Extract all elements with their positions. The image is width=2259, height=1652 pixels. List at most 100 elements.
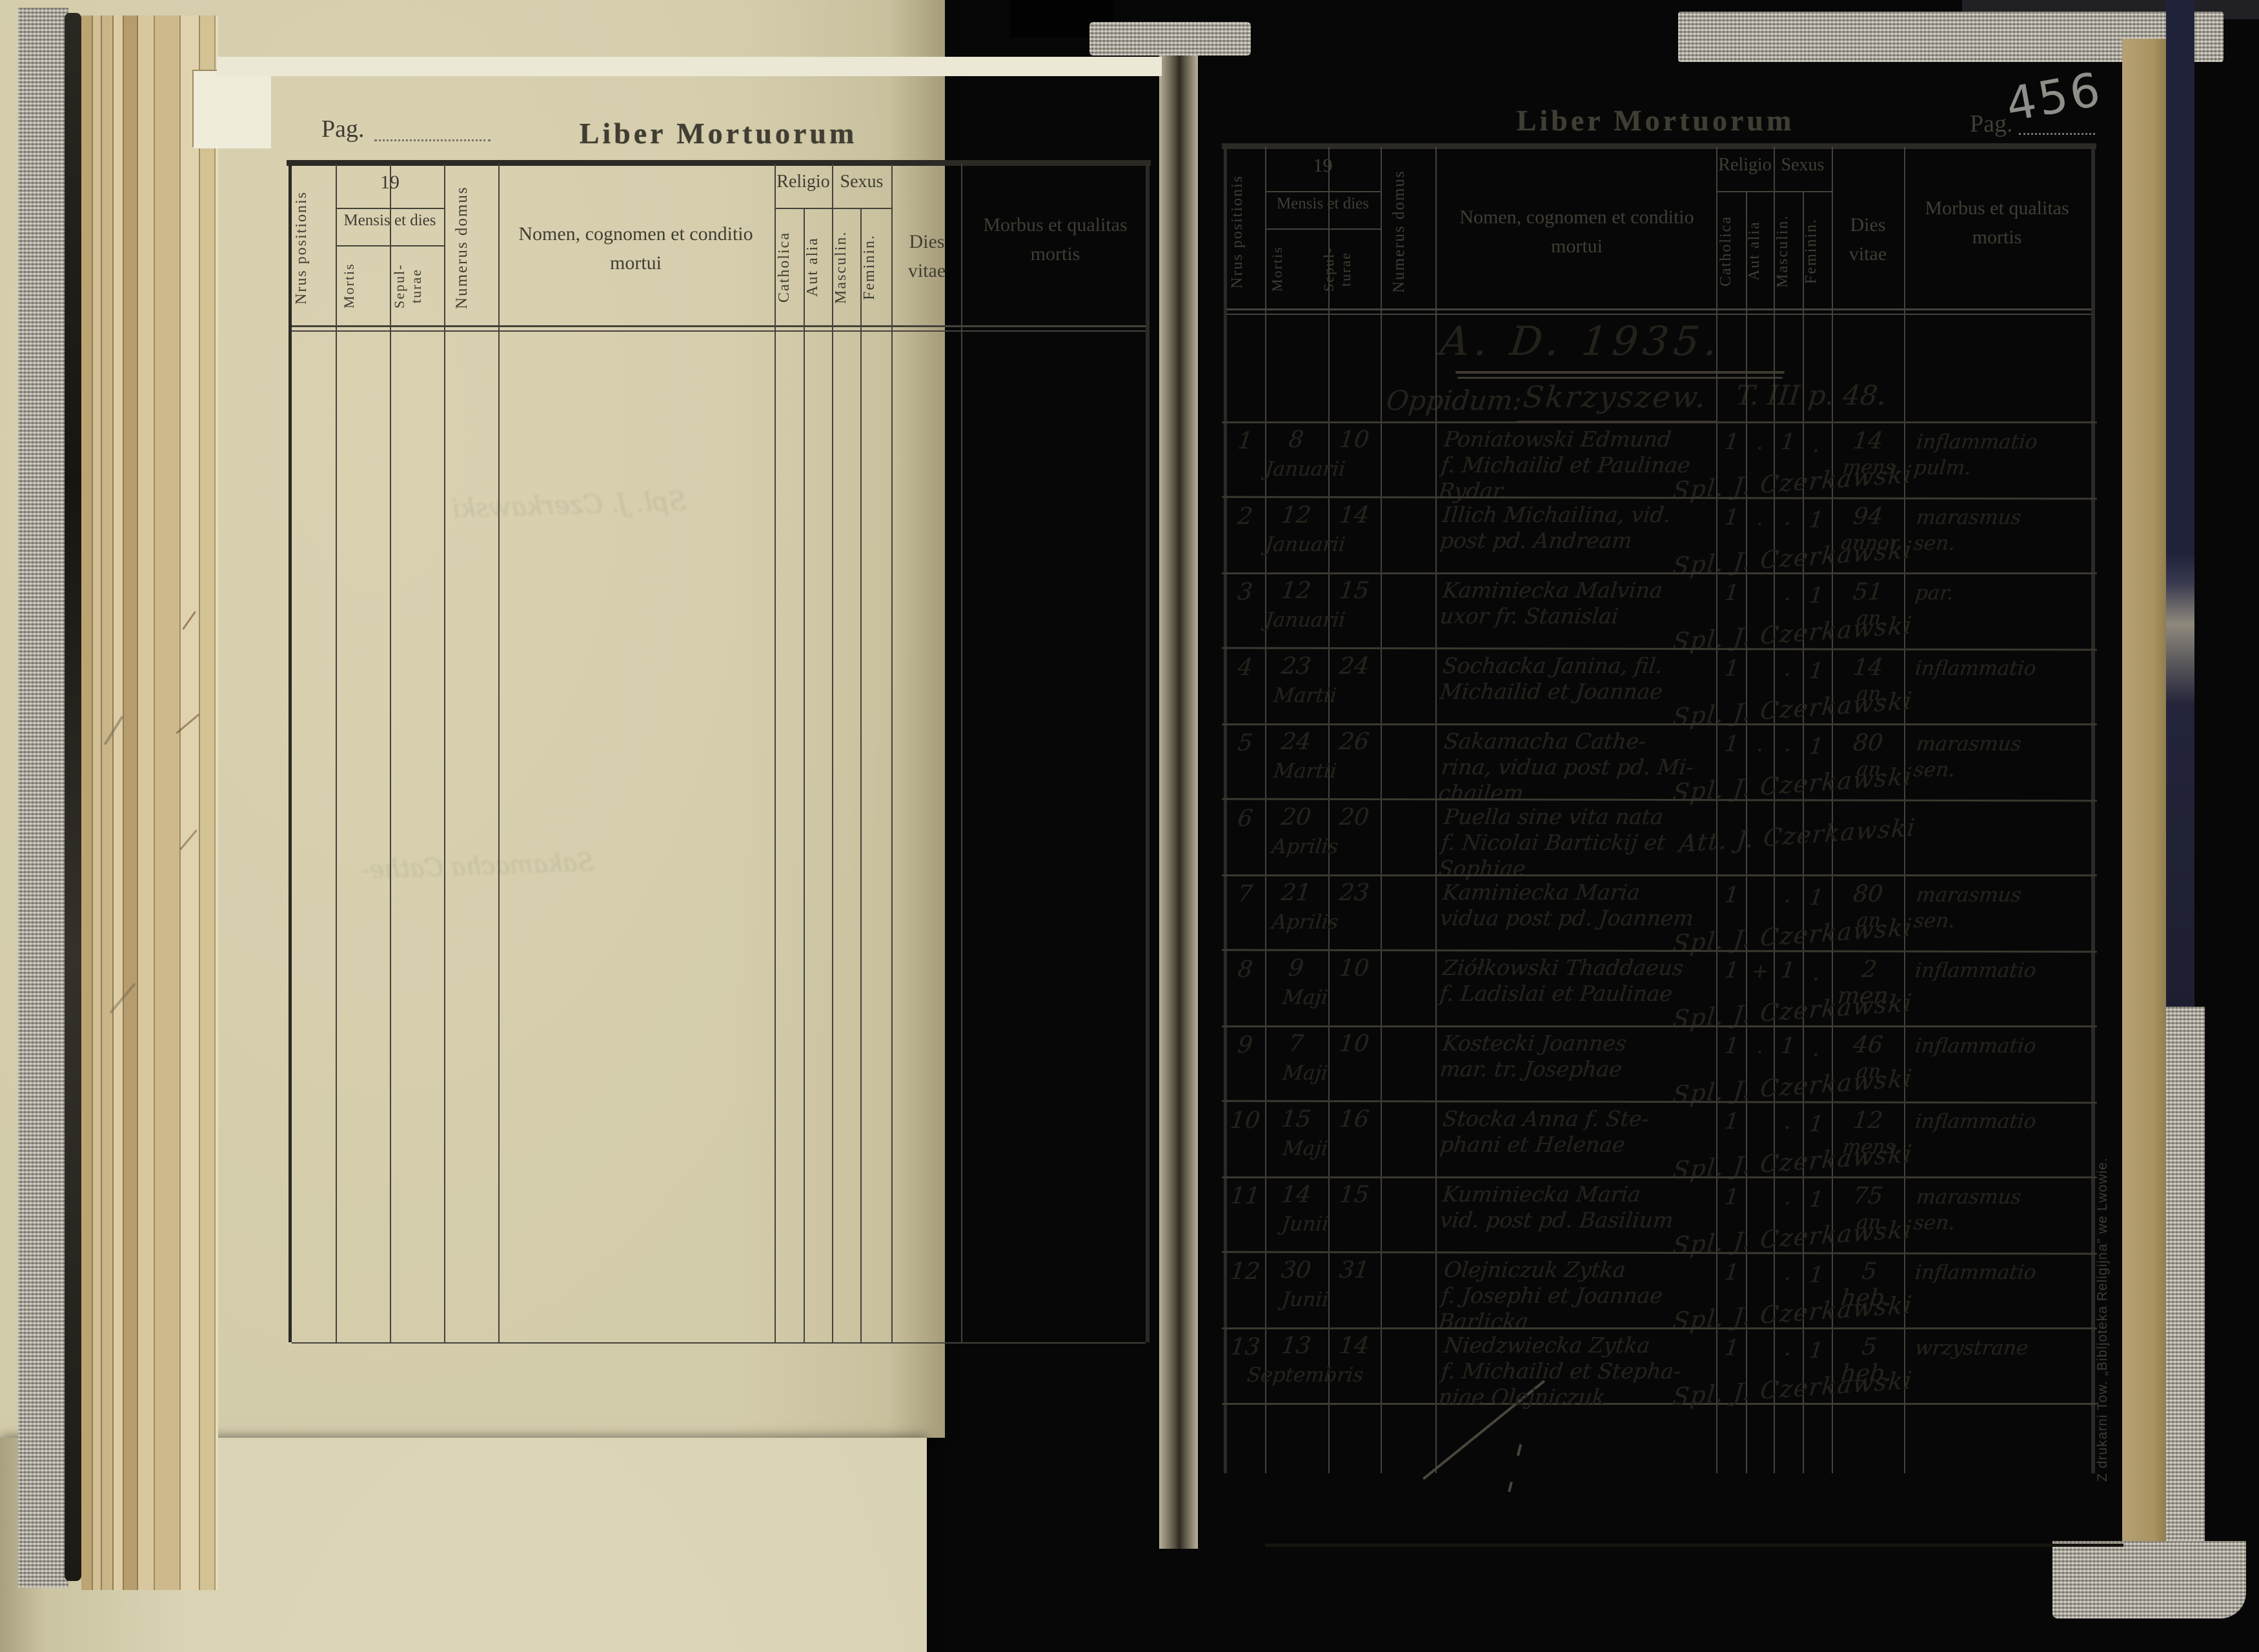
column-line bbox=[1904, 147, 1905, 1473]
entry-masculin-mark: . bbox=[1783, 1184, 1793, 1210]
entry-month: Januarii bbox=[1264, 533, 1346, 556]
header-subline bbox=[1716, 191, 1832, 192]
header-subline bbox=[336, 245, 444, 247]
column-line bbox=[336, 164, 337, 1342]
column-header-label: Religio bbox=[776, 172, 830, 192]
handwritten-line: uxor fr. Stanislai bbox=[1438, 603, 1620, 629]
column-line bbox=[1328, 147, 1330, 1473]
entry-burial-day: 14 bbox=[1337, 1333, 1371, 1359]
entry-burial-day: 10 bbox=[1337, 955, 1371, 982]
entry-feminin-mark: 1 bbox=[1808, 583, 1825, 609]
handwritten-line: marasmus bbox=[1915, 883, 2023, 907]
column-line bbox=[804, 208, 805, 1342]
entry-masculin-mark: 1 bbox=[1779, 1033, 1796, 1059]
entry-age-value: 14 bbox=[1851, 654, 1885, 681]
entry-month: Martii bbox=[1272, 760, 1338, 783]
entry-feminin-mark: . bbox=[1811, 1036, 1821, 1062]
header-bottom-line bbox=[1227, 308, 2091, 310]
row-divider-line bbox=[1222, 1403, 2097, 1405]
row-divider-line bbox=[1222, 572, 2097, 574]
entry-death-day: 21 bbox=[1279, 880, 1313, 906]
entry-feminin-mark: . bbox=[1811, 432, 1821, 458]
column-header-label: Sexus bbox=[1781, 155, 1825, 175]
handwritten-line: par. bbox=[1914, 581, 1955, 605]
page-stack-edges-left bbox=[81, 15, 218, 1590]
handwritten-line: mar. tr. Josephae bbox=[1438, 1056, 1623, 1082]
entry-aut-alia-mark: . bbox=[1756, 1036, 1765, 1058]
handwritten-line: Kaminiecka Malvina bbox=[1441, 578, 1664, 603]
handwritten-line: Ziółkowski Thaddaeus bbox=[1441, 955, 1685, 980]
entry-death-day: 12 bbox=[1279, 578, 1313, 604]
row-divider-line bbox=[1222, 874, 2097, 876]
column-line bbox=[775, 164, 776, 1342]
entry-death-day: 14 bbox=[1279, 1182, 1313, 1208]
column-header-label: Morbus et qualitas mortis bbox=[983, 214, 1128, 265]
entry-feminin-mark: 1 bbox=[1808, 734, 1825, 760]
page-number-label: Pag. bbox=[321, 116, 365, 143]
entry-death-day: 13 bbox=[1279, 1333, 1313, 1359]
entry-number: 3 bbox=[1236, 579, 1254, 605]
header-subline bbox=[775, 208, 891, 209]
register-entry-row: 2 12 14 Januarii Illich Michailina, vid.… bbox=[1221, 496, 2098, 580]
handwritten-line: Sochacka Janina, fil. bbox=[1441, 653, 1664, 678]
entry-age-value: 94 bbox=[1851, 503, 1885, 530]
entry-masculin-mark: 1 bbox=[1779, 958, 1796, 983]
entry-catholica-mark: 1 bbox=[1723, 1335, 1740, 1361]
entry-number: 6 bbox=[1236, 805, 1254, 832]
handwritten-line: vidua post pd. Joannem bbox=[1438, 905, 1695, 931]
register-entry-row: 6 20 20 Aprilis Puella sine vita nata f. … bbox=[1221, 798, 2098, 881]
entry-death-day: 12 bbox=[1279, 502, 1313, 529]
entry-masculin-mark: 1 bbox=[1779, 429, 1796, 455]
register-entry-row: 3 12 15 Januarii Kaminiecka Malvina uxor … bbox=[1222, 572, 2097, 656]
year-underline bbox=[1455, 371, 1785, 374]
entry-death-day: 9 bbox=[1287, 955, 1305, 982]
entry-age-value: 80 bbox=[1851, 881, 1885, 907]
handwritten-line: Kostecki Joannes bbox=[1441, 1031, 1628, 1056]
entry-name-and-condition: Kaminiecka Malvina uxor fr. Stanislai bbox=[1439, 578, 1721, 629]
row-divider-line bbox=[1222, 421, 2097, 423]
column-line bbox=[444, 164, 445, 1342]
page-title: Liber Mortuorum bbox=[579, 117, 858, 150]
entry-masculin-mark: . bbox=[1783, 731, 1793, 757]
entry-burial-day: 23 bbox=[1337, 880, 1371, 906]
entry-masculin-mark: . bbox=[1783, 882, 1793, 908]
entry-month: Maji bbox=[1281, 1062, 1329, 1085]
entry-number: 11 bbox=[1228, 1183, 1262, 1209]
register-entry-row: 7 21 23 Aprilis Kaminiecka Maria vidua po… bbox=[1222, 874, 2097, 958]
header-bottom-line bbox=[292, 330, 1146, 332]
register-entry-row: 5 24 26 Martii Sakamacha Cathe-rina, vid… bbox=[1222, 723, 2097, 807]
entry-catholica-mark: 1 bbox=[1723, 1109, 1740, 1134]
entry-name-and-condition: Ziółkowski Thaddaeus f. Ladislai et Pauli… bbox=[1439, 955, 1721, 1007]
column-line bbox=[1435, 147, 1437, 1473]
register-entry-row: 13 13 14 Septembris Niedzwiecka Zytka f. … bbox=[1222, 1327, 2097, 1411]
column-header-label: Nomen, cognomen et conditio mortui bbox=[518, 223, 753, 274]
entry-number: 1 bbox=[1236, 428, 1254, 454]
entry-burial-day: 20 bbox=[1337, 804, 1371, 831]
right-backing-board bbox=[2122, 39, 2167, 1569]
column-line bbox=[498, 164, 500, 1342]
entry-death-day: 15 bbox=[1279, 1106, 1313, 1133]
handwritten-line: Michailid et Joannae bbox=[1438, 679, 1664, 704]
page-number-dotted-line bbox=[374, 120, 491, 141]
entry-cause-of-death: wrzystrane bbox=[1914, 1335, 2092, 1361]
entry-month: Januarii bbox=[1264, 609, 1346, 632]
entry-age-value: 12 bbox=[1851, 1107, 1885, 1134]
entry-feminin-mark: 1 bbox=[1808, 1111, 1825, 1137]
entry-month: Aprilis bbox=[1270, 835, 1340, 858]
entry-death-day: 8 bbox=[1287, 427, 1305, 453]
top-cloth-band bbox=[1678, 12, 2224, 62]
handwritten-line: vid. post pd. Basilium bbox=[1438, 1207, 1675, 1233]
column-line bbox=[1265, 147, 1266, 1473]
entry-burial-day: 16 bbox=[1337, 1106, 1371, 1133]
left-cover-cloth-edge bbox=[18, 8, 68, 1587]
table-left-border bbox=[289, 160, 292, 1342]
page-number-label: Pag. bbox=[1970, 110, 2013, 137]
entry-month: Maji bbox=[1281, 1137, 1329, 1160]
handwritten-line: wrzystrane bbox=[1914, 1336, 2030, 1360]
entry-aut-alia-mark: . bbox=[1756, 432, 1765, 454]
entry-feminin-mark: 1 bbox=[1808, 507, 1825, 533]
handwritten-line: post pd. Andream bbox=[1438, 528, 1634, 553]
header-subline bbox=[1265, 191, 1381, 192]
handwritten-line: inflammatio bbox=[1914, 959, 2038, 982]
